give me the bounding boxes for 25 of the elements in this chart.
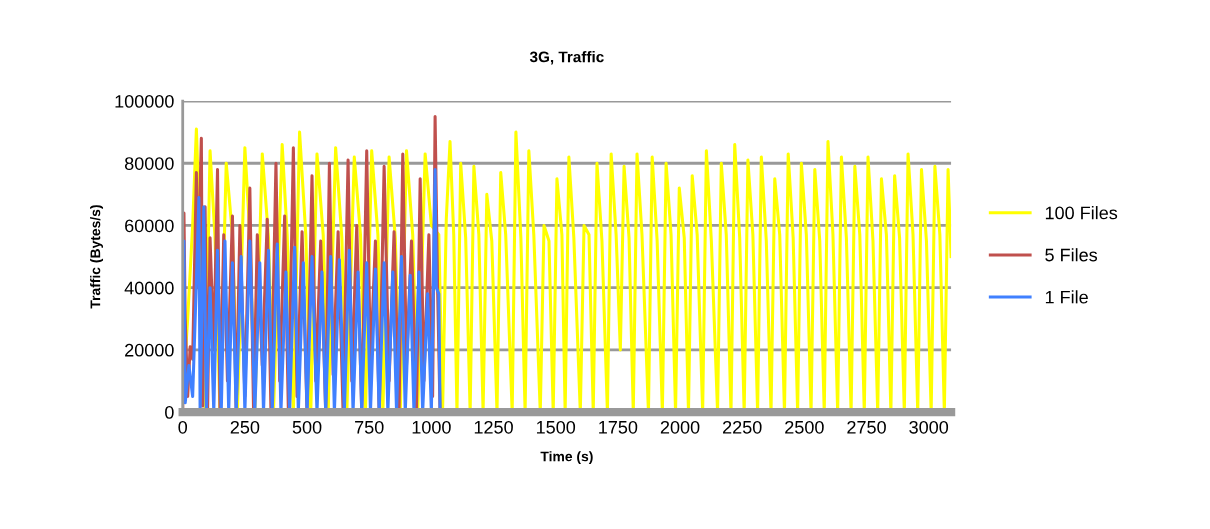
legend-label: 1 File	[1045, 290, 1088, 304]
x-tick-label: 750	[355, 420, 384, 434]
legend-label: 100 Files	[1045, 206, 1118, 220]
x-tick-label: 2250	[723, 420, 762, 434]
x-tick-label: 2750	[847, 420, 886, 434]
x-tick-label: 1000	[412, 420, 451, 434]
y-tick-label: 0	[165, 406, 174, 419]
x-tick-label: 1500	[536, 420, 576, 434]
x-tick-label: 2000	[660, 420, 700, 434]
chart-title: 3G, Traffic	[529, 51, 604, 65]
x-tick-label: 2500	[785, 420, 824, 434]
x-tick-label: 1250	[474, 420, 513, 434]
y-tick-label: 80000	[124, 157, 174, 170]
x-axis-title: Time (s)	[540, 451, 593, 465]
x-tick-label: 250	[230, 420, 260, 434]
x-tick-label: 500	[292, 420, 322, 434]
x-tick-label: 3000	[909, 420, 949, 434]
y-tick-label: 100000	[115, 94, 174, 108]
legend-label: 5 Files	[1045, 248, 1098, 262]
x-tick-label: 0	[178, 420, 188, 434]
x-tick-label: 1750	[599, 420, 638, 434]
y-tick-label: 20000	[125, 343, 174, 357]
y-tick-label: 40000	[124, 281, 174, 295]
y-axis-title: Traffic (Bytes/s)	[90, 205, 104, 309]
y-tick-label: 60000	[125, 219, 174, 233]
